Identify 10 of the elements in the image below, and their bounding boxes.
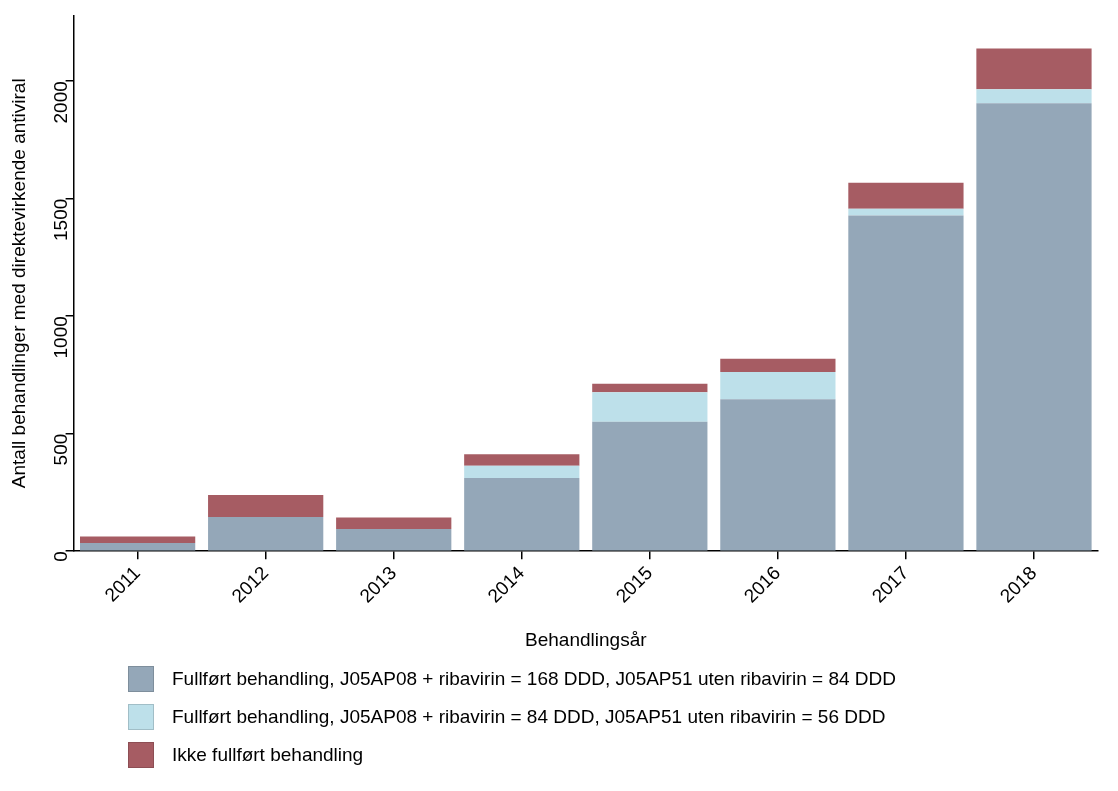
legend-label: Fullført behandling, J05AP08 + ribavirin = 168 DDD, J05AP51 uten ribavirin = 84 DDD xyxy=(172,668,896,690)
y-tick-label: 500 xyxy=(49,433,71,466)
y-tick-label: 1500 xyxy=(49,198,71,241)
y-tick-label: 1000 xyxy=(49,316,71,359)
y-axis-title: Antall behandlinger med direktevirkende antiviral xyxy=(7,78,29,489)
x-axis-title: Behandlingsår xyxy=(525,628,648,650)
y-tick-label: 0 xyxy=(49,551,71,562)
legend-label: Ikke fullført behandling xyxy=(172,744,364,766)
legend-label: Fullført behandling, J05AP08 + ribavirin = 84 DDD, J05AP51 uten ribavirin = 56 DDD xyxy=(172,706,886,728)
y-tick-label: 2000 xyxy=(49,81,71,124)
